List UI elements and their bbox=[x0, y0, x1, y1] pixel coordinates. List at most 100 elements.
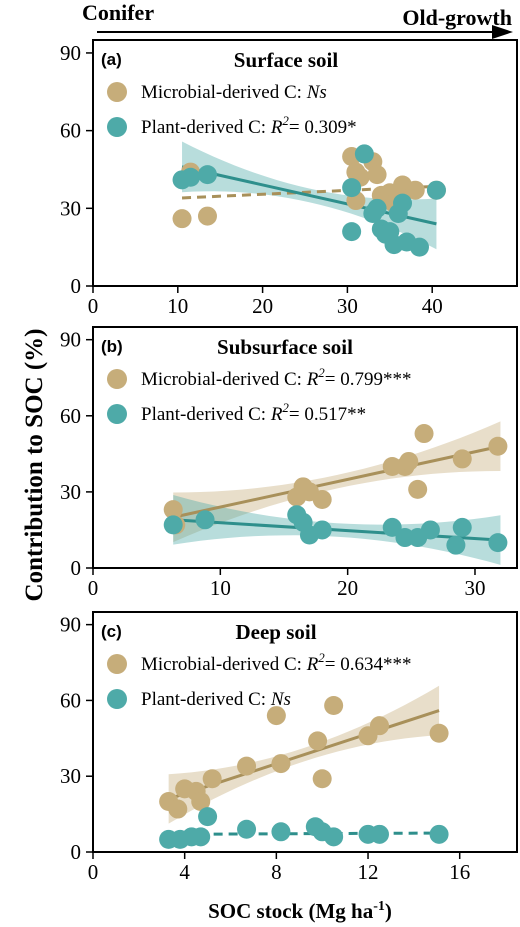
fit-line bbox=[172, 444, 501, 519]
y-tick-label: 60 bbox=[60, 119, 81, 143]
legend-entry: Microbial-derived C: Ns bbox=[141, 82, 327, 103]
data-point bbox=[452, 517, 472, 537]
x-tick-label: 16 bbox=[449, 860, 470, 884]
gradient-arrow: Conifer Old-growth bbox=[82, 0, 513, 39]
data-point bbox=[414, 424, 434, 444]
x-tick-label: 30 bbox=[464, 576, 485, 600]
y-tick-label: 90 bbox=[60, 41, 81, 65]
y-tick-label: 0 bbox=[71, 556, 82, 580]
data-point bbox=[446, 535, 466, 555]
arrow-left-label: Conifer bbox=[82, 0, 154, 25]
x-tick-label: 30 bbox=[337, 294, 358, 318]
data-point bbox=[426, 180, 446, 200]
plot-frame bbox=[92, 611, 518, 853]
fit-line bbox=[168, 831, 440, 836]
data-point bbox=[163, 500, 183, 520]
x-tick-label: 10 bbox=[210, 576, 231, 600]
y-tick-label: 0 bbox=[71, 274, 82, 298]
data-point bbox=[369, 716, 389, 736]
data-point bbox=[488, 533, 508, 553]
panel-a-surface-soil: 0 30 60 90 0 10 20 30 40 (a) Surface soil Microbial… bbox=[60, 39, 518, 318]
data-point bbox=[452, 449, 472, 469]
legend-marker bbox=[107, 369, 127, 389]
plot-frame bbox=[92, 39, 518, 287]
y-tick-label: 30 bbox=[60, 764, 81, 788]
data-point bbox=[488, 436, 508, 456]
data-point bbox=[312, 769, 332, 789]
y-tick-label: 30 bbox=[60, 196, 81, 220]
x-tick-label: 10 bbox=[167, 294, 188, 318]
panel-title: Subsurface soil bbox=[217, 335, 353, 359]
data-point bbox=[393, 193, 413, 213]
panel-label: (a) bbox=[101, 50, 122, 69]
data-point bbox=[409, 237, 429, 257]
data-point bbox=[172, 209, 192, 229]
data-point bbox=[420, 520, 440, 540]
legend-marker bbox=[107, 654, 127, 674]
x-tick-label: 0 bbox=[88, 860, 99, 884]
data-point bbox=[369, 824, 389, 844]
data-point bbox=[181, 167, 201, 187]
panel-label: (c) bbox=[101, 622, 122, 641]
x-tick-label: 20 bbox=[337, 576, 358, 600]
y-tick-label: 60 bbox=[60, 688, 81, 712]
y-tick-label: 0 bbox=[71, 840, 82, 864]
data-point bbox=[312, 520, 332, 540]
data-point bbox=[408, 479, 428, 499]
data-point bbox=[354, 144, 374, 164]
y-axis-label: Contribution to SOC (%) bbox=[21, 329, 48, 602]
data-point bbox=[405, 180, 425, 200]
legend-entry: Plant-derived C: R2= 0.309* bbox=[141, 113, 357, 138]
legend-marker bbox=[107, 404, 127, 424]
data-point bbox=[191, 827, 211, 847]
data-point bbox=[308, 731, 328, 751]
legend-entry: Plant-derived C: Ns bbox=[141, 689, 291, 710]
data-point bbox=[266, 706, 286, 726]
panel-label: (b) bbox=[101, 337, 123, 356]
panel-title: Surface soil bbox=[234, 48, 339, 72]
legend-marker bbox=[107, 689, 127, 709]
x-tick-label: 12 bbox=[358, 860, 379, 884]
y-tick-label: 60 bbox=[60, 404, 81, 428]
data-point bbox=[271, 822, 291, 842]
arrow-right-label: Old-growth bbox=[402, 5, 512, 30]
data-point bbox=[399, 451, 419, 471]
legend-entry: Plant-derived C: R2= 0.517** bbox=[141, 400, 366, 425]
x-tick-label: 8 bbox=[271, 860, 282, 884]
data-point bbox=[429, 824, 449, 844]
legend-marker bbox=[107, 117, 127, 137]
data-point bbox=[195, 510, 215, 530]
plot-frame bbox=[92, 326, 518, 569]
legend-entry: Microbial-derived C: R2= 0.634*** bbox=[141, 650, 412, 675]
data-point bbox=[367, 165, 387, 185]
fit-line bbox=[173, 518, 501, 542]
y-tick-label: 90 bbox=[60, 328, 81, 352]
data-point bbox=[237, 756, 257, 776]
legend-marker bbox=[107, 82, 127, 102]
data-point bbox=[342, 222, 362, 242]
data-point bbox=[324, 695, 344, 715]
y-tick-label: 30 bbox=[60, 480, 81, 504]
x-tick-label: 4 bbox=[179, 860, 190, 884]
data-point bbox=[324, 827, 344, 847]
x-tick-label: 0 bbox=[88, 576, 99, 600]
data-point bbox=[342, 178, 362, 198]
data-point bbox=[367, 198, 387, 218]
data-point bbox=[163, 515, 183, 535]
data-point bbox=[197, 206, 217, 226]
panel-b-subsurface-soil: 0 30 60 90 0 10 20 30 (b) Subsurface soil Microbia… bbox=[60, 326, 518, 600]
data-point bbox=[198, 807, 218, 827]
panel-title: Deep soil bbox=[235, 620, 316, 644]
panel-c-deep-soil: 0 30 60 90 0 4 8 12 16 (c) Deep soil Microbial-deri… bbox=[60, 611, 518, 884]
data-point bbox=[271, 754, 291, 774]
x-tick-label: 0 bbox=[88, 294, 99, 318]
data-point bbox=[191, 791, 211, 811]
data-point bbox=[312, 490, 332, 510]
data-point bbox=[429, 723, 449, 743]
x-tick-label: 20 bbox=[252, 294, 273, 318]
x-tick-label: 40 bbox=[422, 294, 443, 318]
data-point bbox=[168, 799, 188, 819]
data-point bbox=[202, 769, 222, 789]
data-point bbox=[382, 517, 402, 537]
